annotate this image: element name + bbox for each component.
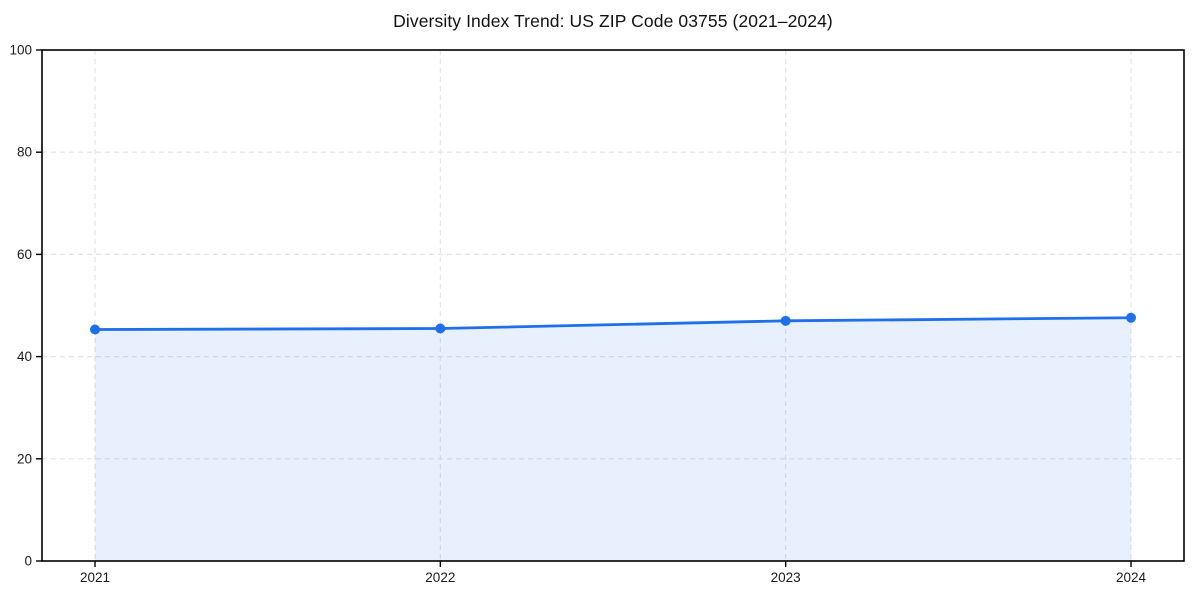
- x-axis-tick-label: 2023: [771, 570, 801, 585]
- plot-border: [41, 49, 1185, 562]
- data-point-marker: [1126, 312, 1136, 323]
- chart-title: Diversity Index Trend: US ZIP Code 03755…: [393, 11, 833, 31]
- y-axis-tick-label: 80: [17, 145, 32, 160]
- y-axis-tick-label: 100: [9, 43, 32, 58]
- y-axis-tick-label: 0: [24, 554, 32, 569]
- x-axis-tick-label: 2024: [1116, 570, 1147, 585]
- x-axis-tick-label: 2021: [80, 570, 110, 585]
- y-axis-tick-label: 40: [17, 349, 32, 364]
- trend-line: [93, 316, 1133, 331]
- area-fill: [95, 317, 1131, 561]
- y-axis-tick-label: 60: [17, 247, 32, 262]
- y-axis-tick-label: 20: [17, 451, 32, 466]
- data-point-marker: [435, 323, 446, 334]
- data-point-marker: [90, 324, 100, 335]
- x-axis-tick-label: 2022: [425, 570, 455, 585]
- data-point-marker: [780, 315, 791, 326]
